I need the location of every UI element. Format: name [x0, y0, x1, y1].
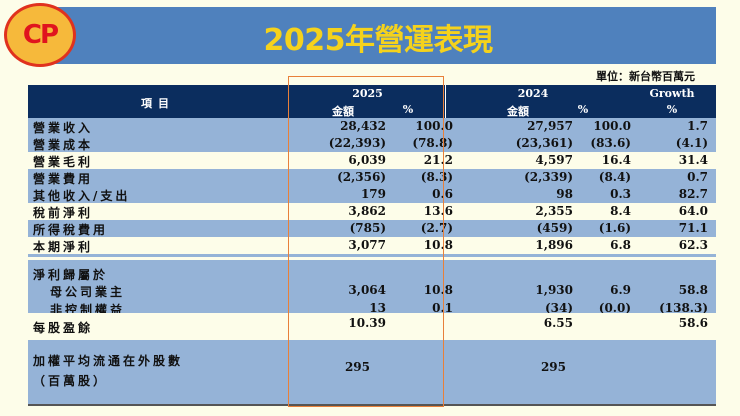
row-label: 本期淨利 [33, 240, 94, 254]
pct-2024: 0.3 [610, 187, 631, 201]
growth: 0.7 [687, 170, 708, 184]
cp-logo: CP [4, 3, 76, 67]
row-label: 營業成本 [33, 138, 94, 152]
amount-2024: 27,957 [527, 119, 573, 133]
table-row: 其他收入/支出 179 0.6 98 0.3 82.7 [28, 186, 716, 203]
row-label: 營業費用 [33, 172, 94, 186]
amount-2025: (785) [349, 221, 386, 235]
shares-2025: 295 [344, 360, 370, 374]
pct-2024: 100.0 [593, 119, 631, 133]
header-2025-amount: 金額 [332, 105, 354, 118]
page-title: 2025年營運表現 [263, 23, 494, 58]
pct-2024: (8.4) [598, 170, 631, 184]
pct-2024: (0.0) [598, 301, 631, 315]
table-row: 本期淨利 3,077 10.8 1,896 6.8 62.3 [28, 237, 716, 254]
pct-2025: 10.8 [423, 238, 453, 252]
amount-2025: 3,077 [348, 238, 386, 252]
amount-2025: 179 [360, 187, 386, 201]
shares-unit-label: （百萬股） [33, 374, 109, 388]
pct-2025: 10.8 [423, 283, 453, 297]
pct-2024: 6.8 [610, 238, 631, 252]
row-label: 營業收入 [33, 121, 94, 135]
row-label: 所得稅費用 [33, 223, 109, 237]
row-label: 其他收入/支出 [33, 189, 131, 203]
financial-table: 項目 2025 金額 % 2024 金額 % Growth % 營業收入 28,4… [28, 85, 716, 406]
shares-label: 加權平均流通在外股數 [33, 354, 184, 368]
pct-2025: 0.1 [432, 301, 453, 315]
table-row: 稅前淨利 3,862 13.6 2,355 8.4 64.0 [28, 203, 716, 220]
table-row: 營業毛利 6,039 21.2 4,597 16.4 31.4 [28, 152, 716, 169]
attrib-label: 淨利歸屬於 [33, 268, 109, 282]
eps-2025: 10.39 [348, 316, 386, 330]
amount-2025: 13 [369, 301, 386, 315]
growth: 71.1 [678, 221, 708, 235]
eps-2024: 6.55 [543, 316, 573, 330]
pct-2025: 0.6 [432, 187, 453, 201]
pct-2025: (2.7) [420, 221, 453, 235]
row-label: 營業毛利 [33, 155, 94, 169]
eps-growth: 58.6 [678, 316, 708, 330]
table-row: 淨利歸屬於 母公司業主 3,064 10.8 1,930 6.9 58.8 非控制權益 13 0.… [28, 257, 716, 317]
table-row: 營業費用 (2,356) (8.3) (2,339) (8.4) 0.7 [28, 169, 716, 186]
table-header: 項目 2025 金額 % 2024 金額 % Growth % [28, 85, 716, 118]
amount-2025: 6,039 [348, 153, 386, 167]
shares-2024: 295 [540, 360, 566, 374]
growth: 1.7 [687, 119, 708, 133]
growth: (4.1) [675, 136, 708, 150]
title-banner: 2025年營運表現 [40, 7, 716, 64]
amount-2024: 1,896 [535, 238, 573, 252]
amount-2024: 1,930 [535, 283, 573, 297]
header-2025-pct: % [402, 103, 414, 116]
pct-2025: 13.6 [423, 204, 453, 218]
table-row: 每股盈餘 10.39 6.55 58.6 [28, 313, 716, 340]
amount-2025: 3,064 [348, 283, 386, 297]
table-row: 營業成本 (22,393) (78.8) (23,361) (83.6) (4.1) [28, 135, 716, 152]
amount-2025: 28,432 [340, 119, 386, 133]
pct-2024: 16.4 [601, 153, 631, 167]
pct-2025: 21.2 [423, 153, 453, 167]
eps-label: 每股盈餘 [33, 321, 94, 335]
amount-2024: (34) [544, 301, 573, 315]
header-growth-pct: % [666, 103, 678, 116]
growth: 31.4 [678, 153, 708, 167]
amount-2024: (2,339) [524, 170, 573, 184]
pct-2025: (8.3) [420, 170, 453, 184]
amount-2025: (22,393) [328, 136, 386, 150]
growth: 82.7 [678, 187, 708, 201]
table-row: 營業收入 28,432 100.0 27,957 100.0 1.7 [28, 118, 716, 135]
amount-2024: 98 [556, 187, 573, 201]
table-row: 加權平均流通在外股數 （百萬股） 295 295 [28, 340, 716, 404]
pct-2024: 8.4 [610, 204, 631, 218]
unit-label: 單位：新台幣百萬元 [596, 70, 695, 83]
table-row: 所得稅費用 (785) (2.7) (459) (1.6) 71.1 [28, 220, 716, 237]
header-2024: 2024 [517, 87, 549, 100]
pct-2024: 6.9 [610, 283, 631, 297]
growth: 62.3 [678, 238, 708, 252]
amount-2024: (23,361) [515, 136, 573, 150]
row-label: 稅前淨利 [33, 206, 94, 220]
growth: 58.8 [678, 283, 708, 297]
amount-2024: (459) [536, 221, 573, 235]
pct-2024: (1.6) [598, 221, 631, 235]
amount-2025: 3,862 [348, 204, 386, 218]
header-item: 項目 [141, 97, 175, 110]
header-2025: 2025 [352, 87, 383, 100]
pct-2025: 100.0 [415, 119, 453, 133]
header-divider [445, 85, 446, 118]
growth: 64.0 [678, 204, 708, 218]
amount-2024: 4,597 [535, 153, 573, 167]
amount-2024: 2,355 [535, 204, 573, 218]
header-growth: Growth [649, 87, 695, 100]
pct-2024: (83.6) [590, 136, 631, 150]
growth: (138.3) [659, 301, 708, 315]
attrib-row-label: 母公司業主 [50, 285, 126, 299]
header-2024-amount: 金額 [507, 105, 529, 118]
header-2024-pct: % [577, 103, 589, 116]
amount-2025: (2,356) [337, 170, 386, 184]
pct-2025: (78.8) [412, 136, 453, 150]
logo-text: CP [22, 20, 59, 50]
